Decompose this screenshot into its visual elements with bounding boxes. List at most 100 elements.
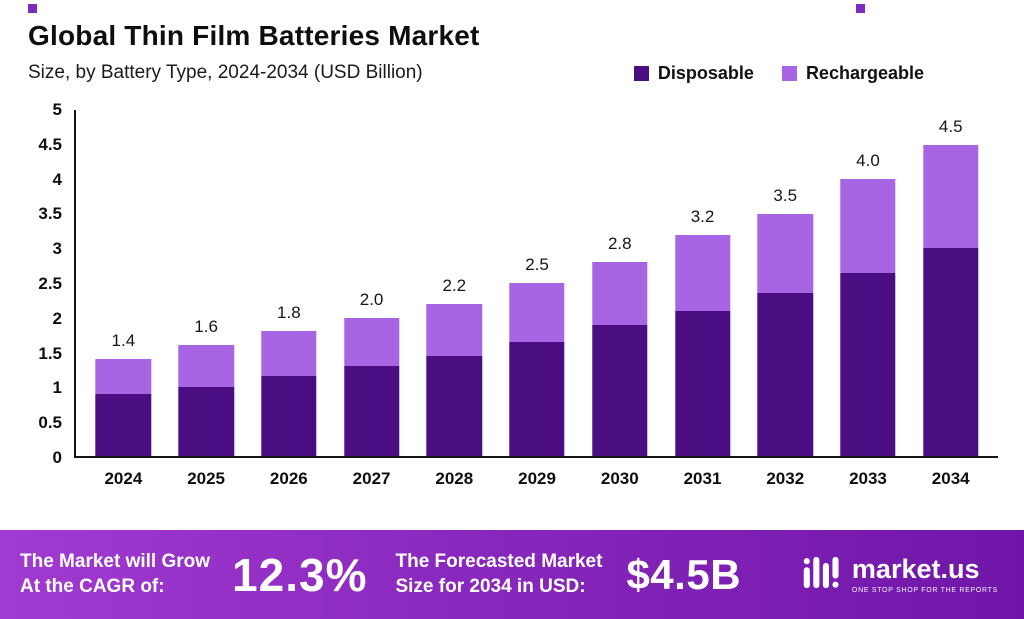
y-tick-3.5: 3.5 xyxy=(38,204,62,224)
bar-segment-disposable xyxy=(509,341,565,456)
legend-item-disposable: Disposable xyxy=(633,63,754,84)
bar-segment-rechargeable xyxy=(509,283,565,342)
brand: market.us ONE STOP SHOP FOR THE REPORTS xyxy=(802,555,1004,595)
x-label-2030: 2030 xyxy=(600,469,639,488)
bar-stack xyxy=(95,359,152,456)
x-label-2027: 2027 xyxy=(352,469,391,488)
marketus-logo-icon xyxy=(802,555,842,595)
bar-segment-rechargeable xyxy=(261,331,317,377)
page-title: Global Thin Film Batteries Market xyxy=(28,20,480,51)
bar-total-label: 2.5 xyxy=(525,255,549,274)
bar-segment-disposable xyxy=(592,324,648,456)
bar-segment-rechargeable xyxy=(592,262,648,325)
bar-group-2033: 4.0 xyxy=(827,110,910,456)
bar-segment-disposable xyxy=(840,272,896,456)
bar-group-2030: 2.8 xyxy=(578,110,661,456)
x-label-2028: 2028 xyxy=(435,469,474,488)
bar-segment-disposable xyxy=(178,386,234,456)
bar-segment-rechargeable xyxy=(426,303,483,356)
cagr-label-line1: The Market will Grow xyxy=(20,550,211,572)
bar-stack xyxy=(922,144,979,456)
cagr-label-line2: At the CAGR of: xyxy=(20,575,165,597)
bar-group-2027: 2.0 xyxy=(330,110,413,456)
x-label-2034: 2034 xyxy=(931,469,970,488)
x-axis: 2024 2025 2026 2027 2028 2029 2030 2031 2032 2033… xyxy=(76,469,998,489)
bar-segment-disposable xyxy=(261,376,317,456)
bar-group-2026: 1.8 xyxy=(247,110,330,456)
bar-total-label: 1.6 xyxy=(194,317,218,337)
y-tick-4.5: 4.5 xyxy=(38,134,62,154)
footer-banner: The Market will Grow At the CAGR of: 12.… xyxy=(0,530,1024,619)
y-tick-1: 1 xyxy=(52,378,62,398)
forecast-label-line1: The Forecasted Market xyxy=(395,550,603,572)
bar-segment-disposable xyxy=(922,248,979,456)
legend-swatch xyxy=(633,65,649,81)
bar-segment-rechargeable xyxy=(840,179,896,273)
bar-stack xyxy=(674,234,731,456)
bar-stack xyxy=(840,179,896,456)
legend-swatch xyxy=(781,65,797,81)
plot-area: 1.4 1.6 1.8 2.0 2.2 2.5 2.8 3.2 3.5 4.0 4.5 xyxy=(74,110,998,458)
bar-segment-rechargeable xyxy=(343,317,400,367)
bar-total-label: 2.8 xyxy=(607,234,632,254)
y-tick-3: 3 xyxy=(52,239,62,259)
x-label-2025: 2025 xyxy=(187,469,226,488)
bar-stack xyxy=(509,283,565,456)
decorative-dot-left xyxy=(28,4,37,13)
bar-group-2028: 2.2 xyxy=(413,110,496,456)
bar-segment-rechargeable xyxy=(178,345,234,387)
brand-tagline: ONE STOP SHOP FOR THE REPORTS xyxy=(851,586,998,594)
bar-total-label: 1.8 xyxy=(277,303,301,323)
bar-group-2029: 2.5 xyxy=(496,110,579,456)
bar-total-label: 3.2 xyxy=(690,206,715,226)
bar-stack xyxy=(426,303,483,456)
cagr-value: 12.3% xyxy=(232,548,368,601)
y-tick-0: 0 xyxy=(52,448,62,467)
x-label-2031: 2031 xyxy=(683,469,722,488)
header: Global Thin Film Batteries Market Size, … xyxy=(0,0,1024,84)
bar-group-2025: 1.6 xyxy=(165,110,248,456)
brand-name: market.us xyxy=(851,553,980,584)
y-tick-1.5: 1.5 xyxy=(38,343,62,363)
bar-group-2034: 4.5 xyxy=(909,110,992,456)
bar-stack xyxy=(592,262,648,456)
bar-stack xyxy=(757,213,813,456)
bar-segment-rechargeable xyxy=(95,359,152,394)
legend-label: Rechargeable xyxy=(805,62,924,83)
x-label-2029: 2029 xyxy=(518,469,556,488)
y-tick-5: 5 xyxy=(52,100,62,119)
bar-group-2024: 1.4 xyxy=(82,110,165,456)
bar-segment-rechargeable xyxy=(922,144,979,249)
forecast-label: The Forecasted Market Size for 2034 in U… xyxy=(395,550,602,599)
x-label-2032: 2032 xyxy=(766,469,805,488)
legend: Disposable Rechargeable xyxy=(633,62,924,84)
x-label-2024: 2024 xyxy=(104,469,143,488)
y-axis: 5 4.5 4 3.5 3 2.5 2 1.5 1 0.5 0 xyxy=(26,100,74,467)
y-tick-2: 2 xyxy=(52,308,62,328)
bar-stack xyxy=(261,331,317,456)
y-tick-4: 4 xyxy=(52,169,62,189)
chart-subtitle: Size, by Battery Type, 2024-2034 (USD Bi… xyxy=(28,62,423,83)
forecast-label-line2: Size for 2034 in USD: xyxy=(395,575,586,597)
bar-total-label: 3.5 xyxy=(773,185,798,205)
legend-item-rechargeable: Rechargeable xyxy=(781,62,924,84)
decorative-dot-right xyxy=(856,4,865,13)
bar-chart: 5 4.5 4 3.5 3 2.5 2 1.5 1 0.5 0 1.4 1.6 1.8 2.0 2.2 2.5… xyxy=(26,100,998,467)
bar-total-label: 4.0 xyxy=(856,151,880,171)
bar-segment-disposable xyxy=(674,310,731,456)
bar-group-2031: 3.2 xyxy=(661,110,744,456)
bar-segment-disposable xyxy=(757,293,813,456)
bar-total-label: 4.5 xyxy=(938,116,963,136)
y-tick-0.5: 0.5 xyxy=(38,413,62,433)
x-label-2026: 2026 xyxy=(269,469,308,488)
bar-stack xyxy=(343,317,400,456)
bar-stack xyxy=(178,345,234,456)
bar-segment-disposable xyxy=(343,366,400,456)
x-label-2033: 2033 xyxy=(849,469,887,488)
forecast-value: $4.5B xyxy=(626,550,742,598)
bar-group-2032: 3.5 xyxy=(744,110,827,456)
bar-total-label: 2.2 xyxy=(442,275,467,295)
y-tick-2.5: 2.5 xyxy=(38,274,62,293)
bar-segment-disposable xyxy=(95,393,152,456)
